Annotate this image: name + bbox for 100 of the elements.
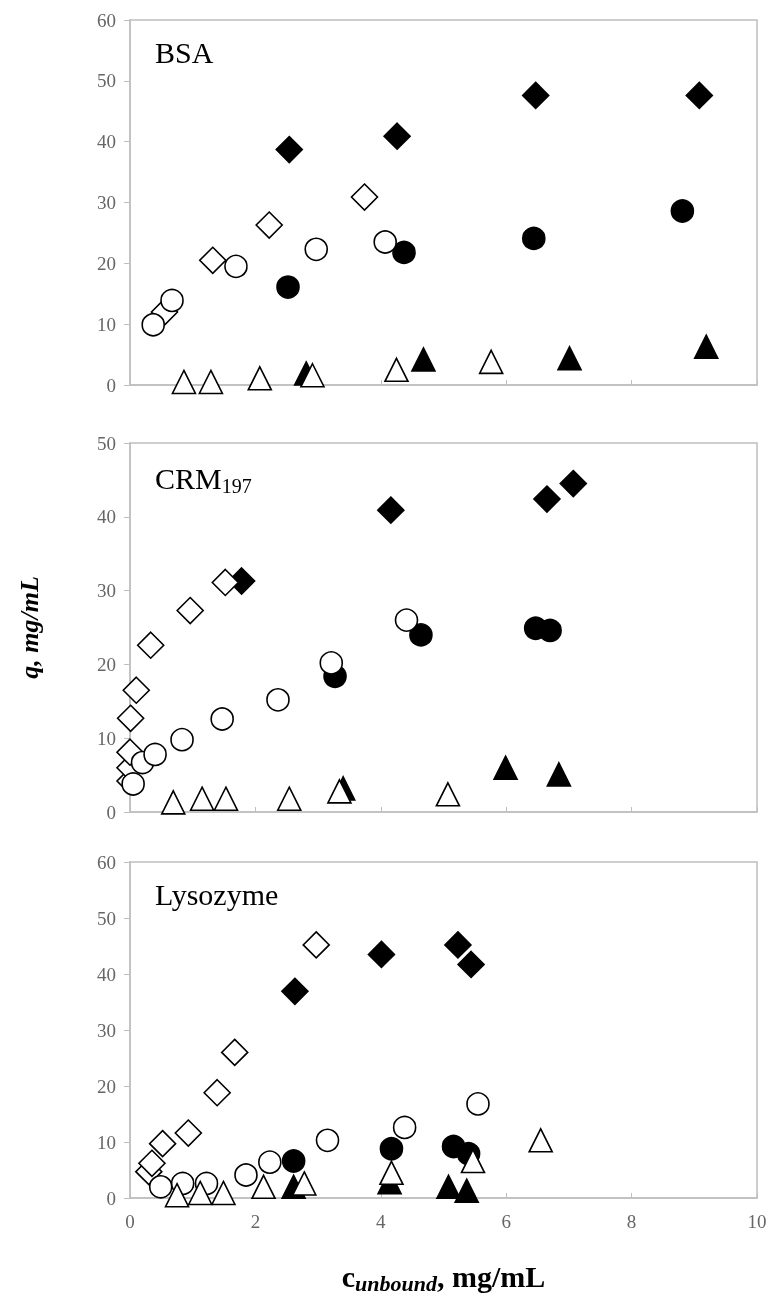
point [533,485,561,513]
point [302,931,331,959]
point [454,1178,479,1204]
y-tick-label: 10 [97,313,116,335]
text: Lysozyme [155,877,279,911]
y-tick-label: 50 [97,432,116,454]
point [522,226,546,251]
y-tick-label: 20 [97,653,116,675]
point [220,1038,249,1067]
point [211,1180,236,1206]
point [300,362,325,388]
point [234,1163,258,1187]
point [444,931,472,959]
point [224,254,248,279]
point [383,122,411,150]
y-tick-label: 40 [97,506,116,528]
point [136,631,165,660]
point [276,275,300,299]
point [138,1149,166,1178]
point [275,135,304,164]
point [367,940,396,969]
y-tick-label: 0 [106,374,116,396]
point [394,608,419,632]
y-tick-label: 10 [97,1131,116,1153]
point [460,1148,486,1174]
point [528,1128,553,1153]
point [171,369,197,395]
point [304,237,329,262]
point [170,727,194,752]
point [213,786,239,812]
y-tick-label: 0 [106,1187,116,1209]
y-tick-label: 10 [97,727,116,749]
point [148,1175,173,1199]
point [350,183,379,211]
point [436,1174,461,1200]
point [538,618,562,643]
point [116,704,145,733]
point [266,688,290,712]
point [198,246,227,275]
point [392,240,416,265]
point [121,772,145,796]
point [174,1119,203,1147]
point [392,1115,417,1140]
point [281,977,309,1006]
y-tick-label: 50 [97,70,116,92]
point [557,345,582,371]
x-tick-label: 8 [626,1211,637,1232]
y-tick-label: 30 [97,1019,116,1041]
point [160,790,186,815]
point [187,1180,213,1206]
point [377,496,405,524]
point [281,1149,306,1173]
y-tick-label: 20 [97,252,116,274]
y-tick-label: 40 [97,963,116,985]
point [276,786,302,812]
y-tick-label: 40 [97,131,116,153]
point [379,1136,404,1161]
point [685,81,714,110]
point [148,1129,177,1158]
text: BSA [155,35,214,69]
point [319,651,344,675]
y-tick-label: 30 [97,192,116,213]
point [521,81,550,110]
y-axis-title: q, mg/mL [14,576,44,679]
point [198,369,224,395]
y-tick-label: 60 [97,851,116,873]
point [379,1160,404,1186]
y-tick-label: 60 [97,9,116,31]
point [141,312,165,337]
point [457,950,485,979]
point [189,786,215,812]
y-tick-label: 50 [97,907,116,929]
y-tick-label: 30 [97,580,116,602]
point [203,1078,231,1107]
x-tick-label: 2 [250,1211,261,1232]
x-tick-label: 6 [501,1211,511,1232]
point [546,762,572,787]
point [670,199,695,223]
point [164,1182,190,1208]
x-tick-label: 0 [125,1211,135,1232]
point [258,1150,282,1174]
point [493,755,518,781]
x-tick-label: 10 [747,1211,767,1232]
point [559,469,588,498]
point [466,1092,490,1116]
point [478,349,504,375]
point [143,742,167,767]
point [211,568,240,597]
point [315,1128,340,1153]
point [160,288,184,313]
point [435,781,461,807]
point [122,676,151,705]
x-tick-label: 4 [376,1211,387,1232]
point [384,357,409,383]
point [292,1171,317,1196]
point [411,347,436,372]
y-tick-label: 20 [97,1075,116,1097]
point [251,1174,276,1200]
point [176,596,204,625]
point [409,623,433,647]
